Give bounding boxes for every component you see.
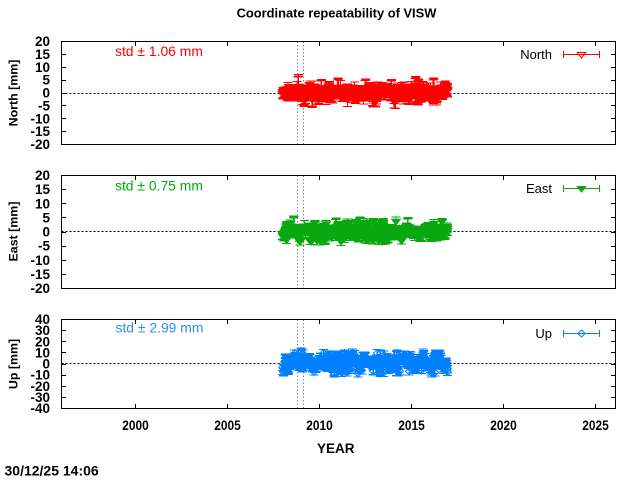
- svg-text:30: 30: [35, 323, 50, 338]
- svg-text:-30: -30: [30, 390, 50, 405]
- svg-text:-15: -15: [30, 124, 50, 139]
- svg-text:-20: -20: [30, 137, 50, 152]
- svg-text:East [mm]: East [mm]: [6, 202, 20, 262]
- svg-text:0: 0: [42, 225, 50, 240]
- svg-text:2015: 2015: [398, 418, 425, 433]
- svg-text:10: 10: [35, 60, 50, 75]
- svg-text:10: 10: [35, 346, 50, 361]
- svg-text:0: 0: [42, 86, 50, 101]
- svg-text:2000: 2000: [122, 418, 149, 433]
- svg-text:-10: -10: [30, 111, 50, 126]
- svg-text:-10: -10: [30, 253, 50, 268]
- svg-text:-20: -20: [30, 379, 50, 394]
- svg-text:2010: 2010: [306, 418, 333, 433]
- svg-text:-15: -15: [30, 267, 50, 282]
- svg-text:std ± 0.75 mm: std ± 0.75 mm: [115, 177, 203, 193]
- svg-text:20: 20: [35, 334, 50, 349]
- svg-text:-10: -10: [30, 368, 50, 383]
- svg-text:5: 5: [42, 73, 50, 88]
- svg-text:Up [mm]: Up [mm]: [6, 339, 20, 389]
- svg-text:15: 15: [35, 47, 51, 62]
- svg-text:-5: -5: [38, 239, 50, 254]
- svg-text:std ± 1.06 mm: std ± 1.06 mm: [115, 43, 203, 59]
- svg-text:2005: 2005: [214, 418, 241, 433]
- svg-text:Up: Up: [535, 326, 552, 341]
- svg-text:-40: -40: [30, 401, 50, 416]
- svg-text:2025: 2025: [582, 418, 609, 433]
- svg-text:Coordinate repeatability of VI: Coordinate repeatability of VISW: [237, 6, 438, 21]
- svg-text:North [mm]: North [mm]: [6, 60, 20, 127]
- svg-text:-20: -20: [30, 281, 50, 296]
- svg-text:-5: -5: [38, 99, 50, 114]
- svg-text:North: North: [520, 47, 552, 62]
- svg-text:20: 20: [35, 168, 50, 183]
- svg-text:East: East: [526, 181, 552, 196]
- svg-text:30/12/25 14:06: 30/12/25 14:06: [5, 463, 99, 479]
- svg-text:10: 10: [35, 196, 50, 211]
- svg-text:20: 20: [35, 34, 50, 49]
- svg-text:5: 5: [42, 211, 50, 226]
- svg-text:0: 0: [42, 357, 50, 372]
- svg-text:15: 15: [35, 182, 51, 197]
- svg-text:std ± 2.99 mm: std ± 2.99 mm: [116, 320, 204, 336]
- svg-text:40: 40: [35, 312, 50, 327]
- svg-text:YEAR: YEAR: [317, 441, 355, 456]
- svg-text:2020: 2020: [490, 418, 517, 433]
